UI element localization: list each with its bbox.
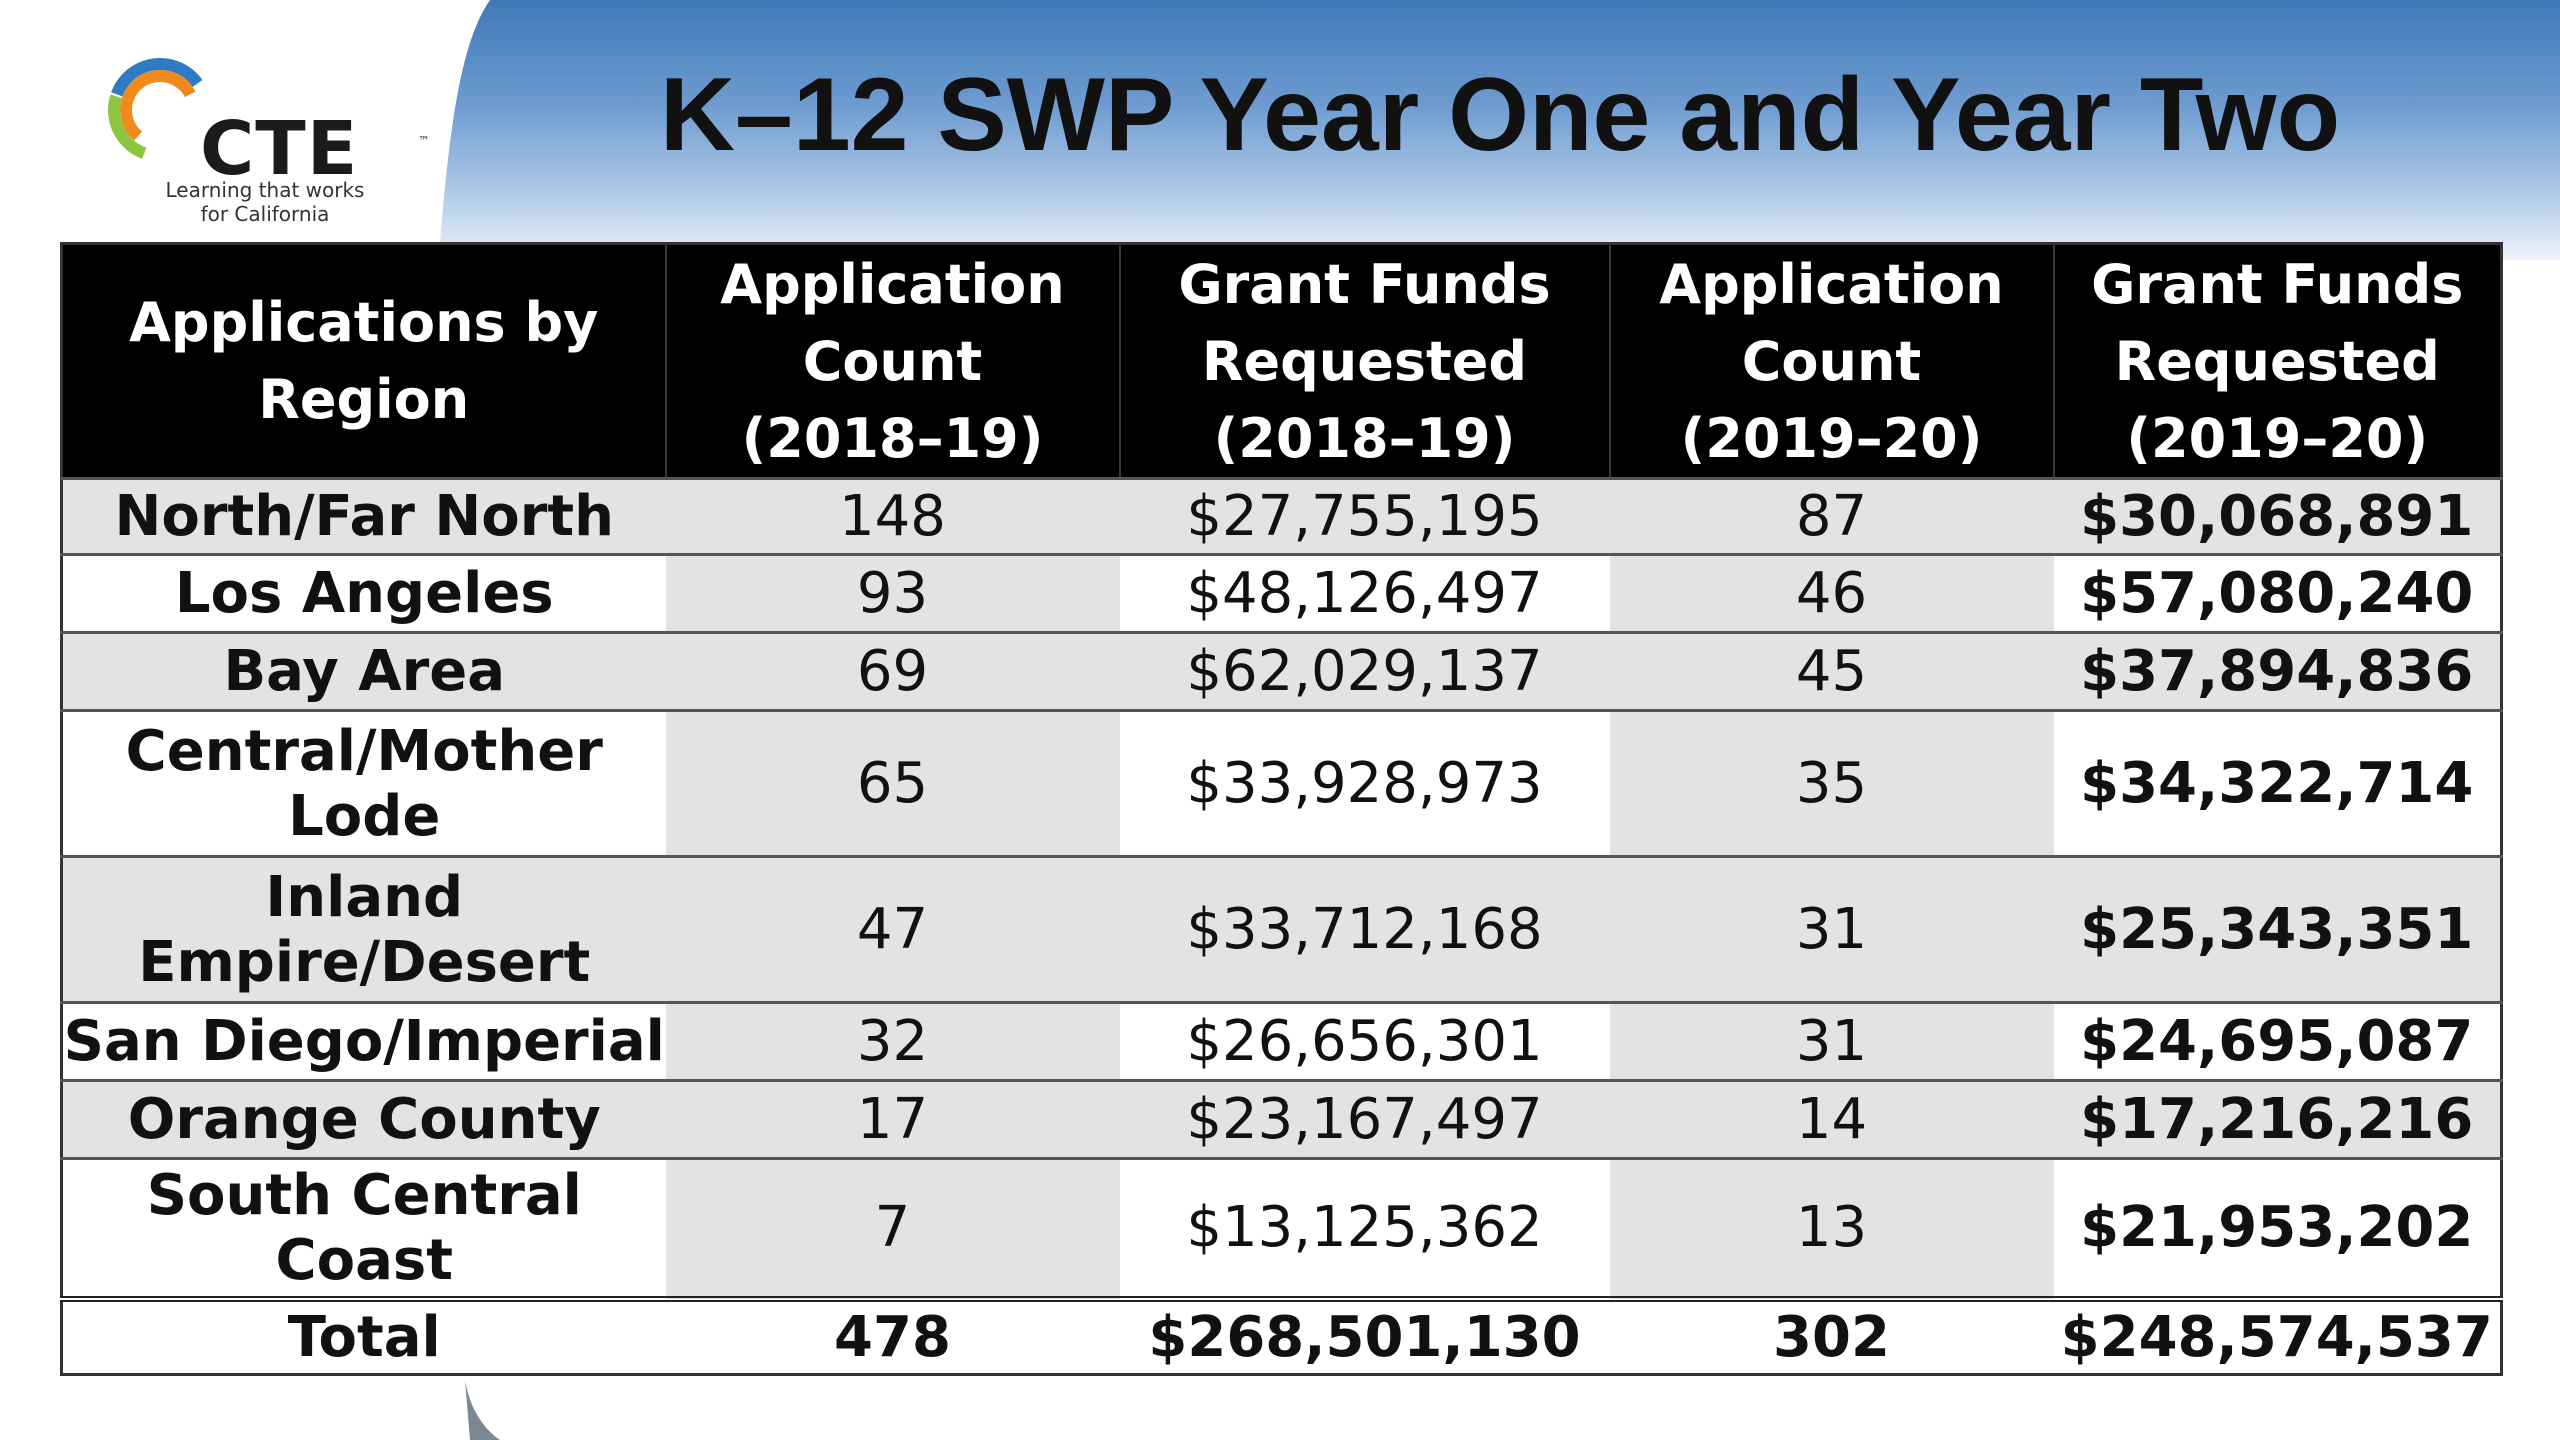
funds-2019-20-cell: $30,068,891 [2053,477,2502,555]
header-count-2019-20: Application Count (2019–20) [1608,243,2054,479]
total-row: Total 478 $268,501,130 302 $248,574,537 [61,1295,2502,1375]
table-row: North/Far North 148 $27,755,195 87 $30,0… [61,477,2502,555]
count-2019-20-cell: 46 [1609,553,2054,633]
region-cell: Bay Area [61,631,666,711]
slide-title: K–12 SWP Year One and Year Two [659,57,2341,173]
count-2018-19-cell: 148 [665,477,1120,555]
funds-2019-20-cell: $25,343,351 [2053,855,2502,1003]
count-2018-19-cell: 47 [665,855,1120,1003]
count-2019-20-cell: 14 [1609,1079,2054,1159]
header-funds-2018-19: Grant Funds Requested (2018–19) [1118,243,1610,479]
region-cell: South Central Coast [61,1157,666,1299]
funds-2019-20-cell: $34,322,714 [2053,709,2502,857]
funds-2019-20-cell: $17,216,216 [2053,1079,2502,1159]
header-count-2018-19: Application Count (2018–19) [664,243,1120,479]
region-cell: Los Angeles [61,553,666,633]
logo-tagline: Learning that works for California [100,178,430,226]
region-cell: San Diego/Imperial [61,1001,666,1081]
count-2019-20-cell: 35 [1609,709,2054,857]
funds-2018-19-cell: $48,126,497 [1119,553,1610,633]
table-header-row: Applications by Region Application Count… [61,243,2502,479]
table-row: Orange County 17 $23,167,497 14 $17,216,… [61,1079,2502,1159]
table-row: Los Angeles 93 $48,126,497 46 $57,080,24… [61,553,2502,633]
logo-tagline-line2: for California [200,202,330,226]
table-row: Bay Area 69 $62,029,137 45 $37,894,836 [61,631,2502,711]
count-2018-19-cell: 69 [665,631,1120,711]
count-2019-20-cell: 87 [1609,477,2054,555]
applications-table-container: Applications by Region Application Count… [60,242,2503,1376]
region-cell: North/Far North [61,477,666,555]
funds-2018-19-cell: $13,125,362 [1119,1157,1610,1299]
funds-2018-19-cell: $33,928,973 [1119,709,1610,857]
total-funds-2018-19: $268,501,130 [1119,1295,1610,1375]
count-2018-19-cell: 17 [665,1079,1120,1159]
funds-2019-20-cell: $57,080,240 [2053,553,2502,633]
funds-2018-19-cell: $33,712,168 [1119,855,1610,1003]
cte-wordmark: CTE [200,106,359,192]
total-label: Total [61,1295,666,1375]
table-row: South Central Coast 7 $13,125,362 13 $21… [61,1157,2502,1299]
count-2018-19-cell: 32 [665,1001,1120,1081]
funds-2018-19-cell: $27,755,195 [1119,477,1610,555]
header-funds-2019-20: Grant Funds Requested (2019–20) [2052,243,2502,479]
total-count-2018-19: 478 [665,1295,1120,1375]
applications-table: Applications by Region Application Count… [60,242,2503,1376]
table-row: Inland Empire/Desert 47 $33,712,168 31 $… [61,855,2502,1003]
count-2018-19-cell: 65 [665,709,1120,857]
header-region: Applications by Region [61,243,666,479]
cte-logo-icon [108,58,212,162]
funds-2018-19-cell: $23,167,497 [1119,1079,1610,1159]
count-2018-19-cell: 7 [665,1157,1120,1299]
count-2019-20-cell: 13 [1609,1157,2054,1299]
count-2019-20-cell: 45 [1609,631,2054,711]
logo-tagline-line1: Learning that works [165,178,365,202]
region-cell: Inland Empire/Desert [61,855,666,1003]
count-2019-20-cell: 31 [1609,855,2054,1003]
trademark-symbol: ™ [418,134,430,148]
table-row: Central/Mother Lode 65 $33,928,973 35 $3… [61,709,2502,857]
funds-2018-19-cell: $62,029,137 [1119,631,1610,711]
cte-logo: CTE ™ Learning that works for California [100,50,430,235]
funds-2018-19-cell: $26,656,301 [1119,1001,1610,1081]
region-cell: Central/Mother Lode [61,709,666,857]
count-2018-19-cell: 93 [665,553,1120,633]
funds-2019-20-cell: $21,953,202 [2053,1157,2502,1299]
total-funds-2019-20: $248,574,537 [2053,1295,2502,1375]
count-2019-20-cell: 31 [1609,1001,2054,1081]
region-cell: Orange County [61,1079,666,1159]
funds-2019-20-cell: $24,695,087 [2053,1001,2502,1081]
total-count-2019-20: 302 [1609,1295,2054,1375]
table-row: San Diego/Imperial 32 $26,656,301 31 $24… [61,1001,2502,1081]
funds-2019-20-cell: $37,894,836 [2053,631,2502,711]
